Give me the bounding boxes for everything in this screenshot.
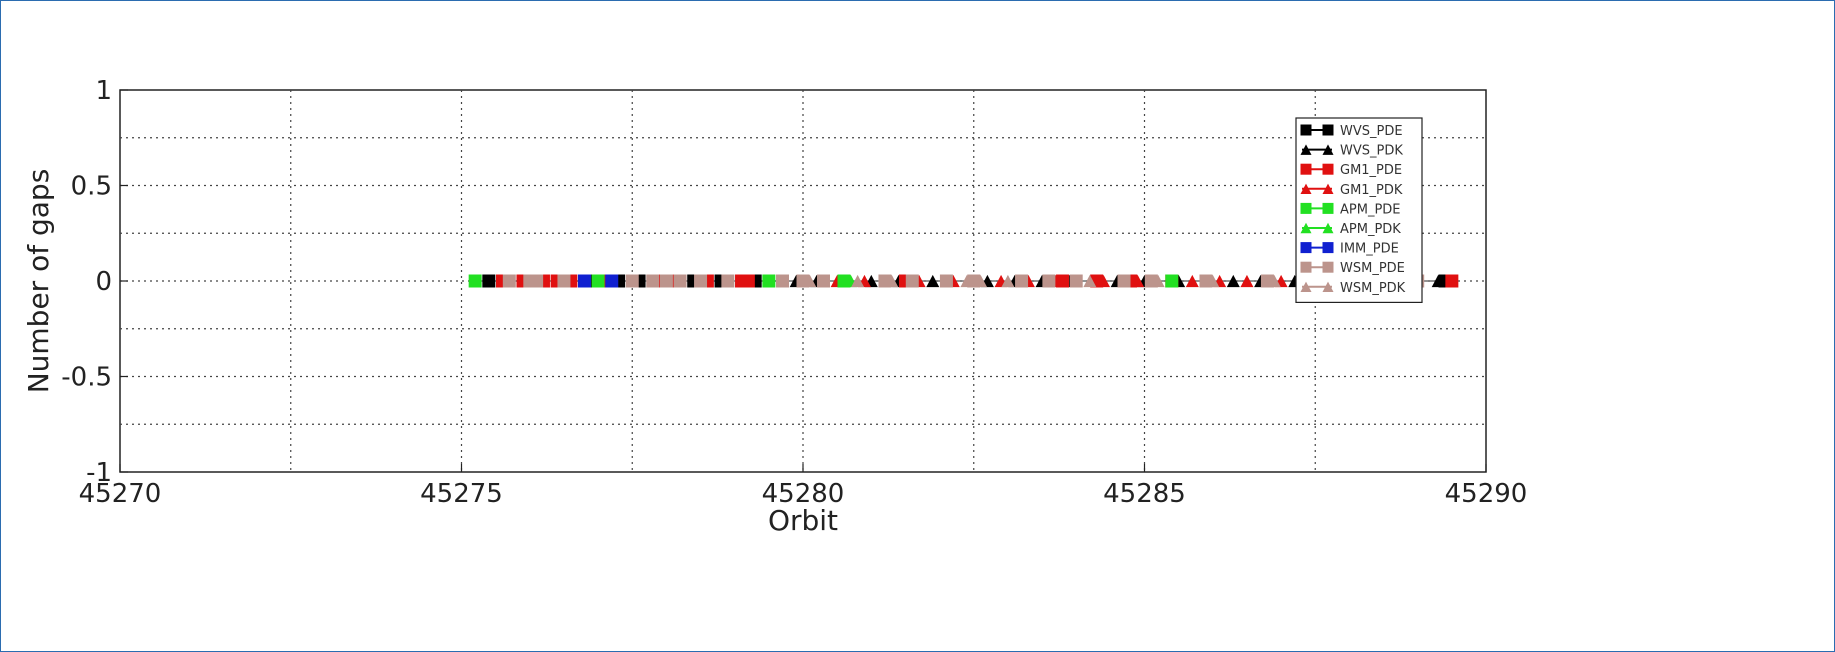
legend-marker [1300,163,1312,175]
data-point [530,274,544,288]
data-point [646,274,660,288]
data-point [905,274,919,288]
data-point [1185,274,1199,288]
legend-label: GM1_PDE [1340,163,1402,178]
data-point [1267,274,1281,288]
legend-label: WSM_PDK [1340,281,1406,296]
y-tick-label: 0.5 [71,172,112,202]
data-point [1042,274,1056,288]
x-tick-label: 45290 [1445,479,1528,509]
legend-marker [1322,222,1334,234]
legend-item: IMM_PDE [1300,242,1399,257]
data-point [1083,274,1097,288]
legend-marker [1300,183,1312,195]
data-point [482,274,496,288]
data-point [1226,274,1240,288]
data-point [577,274,591,288]
data-point [1069,274,1083,288]
legend-marker [1300,281,1312,293]
data-point [974,274,988,288]
data-point [1165,274,1179,288]
x-axis-label: Orbit [768,504,838,537]
legend-item: GM1_PDK [1300,183,1403,198]
data-point [851,274,865,288]
data-point [939,274,953,288]
legend-item: WVS_PDE [1300,124,1403,139]
data-point [468,274,482,288]
data-point [1117,274,1131,288]
data-point [741,274,755,288]
legend-marker [1322,281,1334,293]
x-tick-label: 45285 [1103,479,1186,509]
grid-lines [120,90,1486,472]
x-ticks: 45270 45275 45280 45285 45290 [79,464,1528,509]
legend-marker [1300,202,1312,214]
data-point [1001,274,1015,288]
data-point [816,274,830,288]
y-ticks: 1 0.5 0 -0.5 -1 [61,76,128,488]
data-point [673,274,687,288]
legend-label: IMM_PDE [1340,242,1399,257]
data-point [762,274,776,288]
legend-label: WSM_PDE [1340,261,1405,276]
data-point [1151,274,1165,288]
legend-item: APM_PDK [1300,222,1401,237]
series-imm-pde [577,274,619,288]
legend-item: APM_PDE [1300,202,1401,217]
legend-marker [1300,222,1312,234]
legend-marker [1322,202,1334,214]
legend-label: APM_PDE [1340,202,1401,217]
y-tick-label: -0.5 [61,363,112,393]
legend-item: GM1_PDE [1300,163,1402,178]
data-point [1131,274,1145,288]
legend-marker [1322,183,1334,195]
legend-marker [1322,144,1334,155]
data-point [776,274,790,288]
legend-item: WVS_PDK [1300,144,1403,159]
series-apm-pde [468,274,1179,288]
legend-marker [1322,242,1334,254]
data-point [926,274,940,288]
y-tick-label: -1 [86,458,112,488]
data-point [1097,274,1111,288]
data-point [1206,274,1220,288]
data-point [1240,274,1254,288]
legend: WVS_PDE WVS_PDK GM1_PDE GM1_PDK APM_PDE APM_P… [1295,117,1423,303]
legend-marker [1300,242,1312,254]
data-point [1015,274,1029,288]
legend-marker [1300,261,1312,273]
data-point [1445,274,1459,288]
data-point [591,274,605,288]
data-point [557,274,571,288]
x-tick-label: 45270 [79,479,162,509]
legend-marker [1300,144,1312,155]
data-point [721,274,735,288]
legend-label: APM_PDK [1340,222,1401,237]
legend-marker [1322,163,1334,175]
data-point [1431,274,1445,288]
data-point [605,274,619,288]
data-point [803,274,817,288]
y-tick-label: 1 [95,76,112,106]
legend-label: GM1_PDK [1340,183,1403,198]
legend-marker [1322,261,1334,273]
data-point [502,274,516,288]
y-axis-label: Number of gaps [22,169,55,394]
legend-label: WVS_PDK [1340,144,1403,159]
legend-item: WSM_PDE [1300,261,1405,276]
data-point [960,274,974,288]
data-point [694,274,708,288]
legend-item: WSM_PDK [1300,281,1406,296]
x-tick-label: 45275 [420,479,503,509]
y-tick-label: 0 [95,267,112,297]
data-point [885,274,899,288]
legend-marker [1322,124,1334,136]
data-point [625,274,639,288]
x-tick-label: 45280 [762,479,845,509]
data-point [659,274,673,288]
legend-marker [1300,124,1312,136]
legend-label: WVS_PDE [1340,124,1403,139]
